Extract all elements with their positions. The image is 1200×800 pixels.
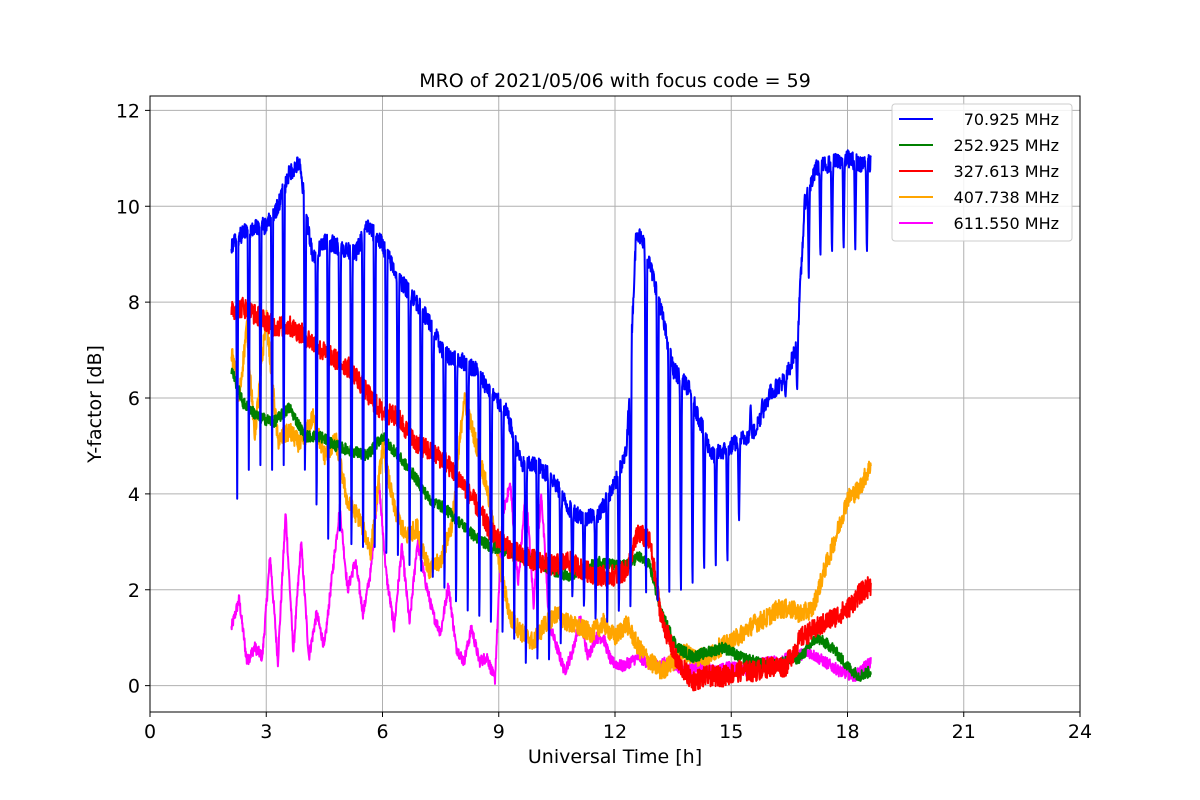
y-tick-label: 0 [128, 676, 140, 698]
legend-entry: 327.613 MHz [954, 162, 1059, 181]
y-tick-label: 10 [116, 196, 140, 218]
series-line [230, 309, 872, 680]
series-line [230, 296, 872, 692]
legend: 70.925 MHz 252.925 MHz 327.613 MHz 407.738 … [891, 103, 1073, 242]
y-tick-label: 6 [128, 388, 140, 410]
x-tick-label: 0 [144, 721, 156, 743]
legend-entry: 611.550 MHz [954, 214, 1059, 233]
x-tick-label: 9 [493, 721, 505, 743]
legend-entry: 252.925 MHz [954, 136, 1059, 155]
x-axis-label: Universal Time [h] [528, 746, 702, 768]
x-tick-label: 12 [603, 721, 627, 743]
y-tick-label: 12 [116, 100, 140, 122]
series-line [230, 149, 872, 664]
x-tick-label: 24 [1068, 721, 1092, 743]
y-tick-label: 8 [128, 292, 140, 314]
x-tick-label: 15 [719, 721, 743, 743]
x-axis: 0 3 6 9 12 15 18 21 24 [144, 712, 1092, 743]
y-axis-label: Y-factor [dB] [84, 345, 106, 464]
legend-entry: 407.738 MHz [954, 188, 1059, 207]
y-tick-label: 4 [128, 484, 140, 506]
legend-box [891, 103, 1073, 242]
y-axis: 0 2 4 6 8 10 12 [116, 100, 150, 698]
x-tick-label: 6 [376, 721, 388, 743]
legend-entry: 70.925 MHz [964, 110, 1059, 129]
chart-title: MRO of 2021/05/06 with focus code = 59 [419, 70, 811, 92]
series-layer [230, 149, 872, 692]
x-tick-label: 18 [835, 721, 859, 743]
x-tick-label: 3 [260, 721, 272, 743]
y-tick-label: 2 [128, 580, 140, 602]
x-tick-label: 21 [952, 721, 976, 743]
